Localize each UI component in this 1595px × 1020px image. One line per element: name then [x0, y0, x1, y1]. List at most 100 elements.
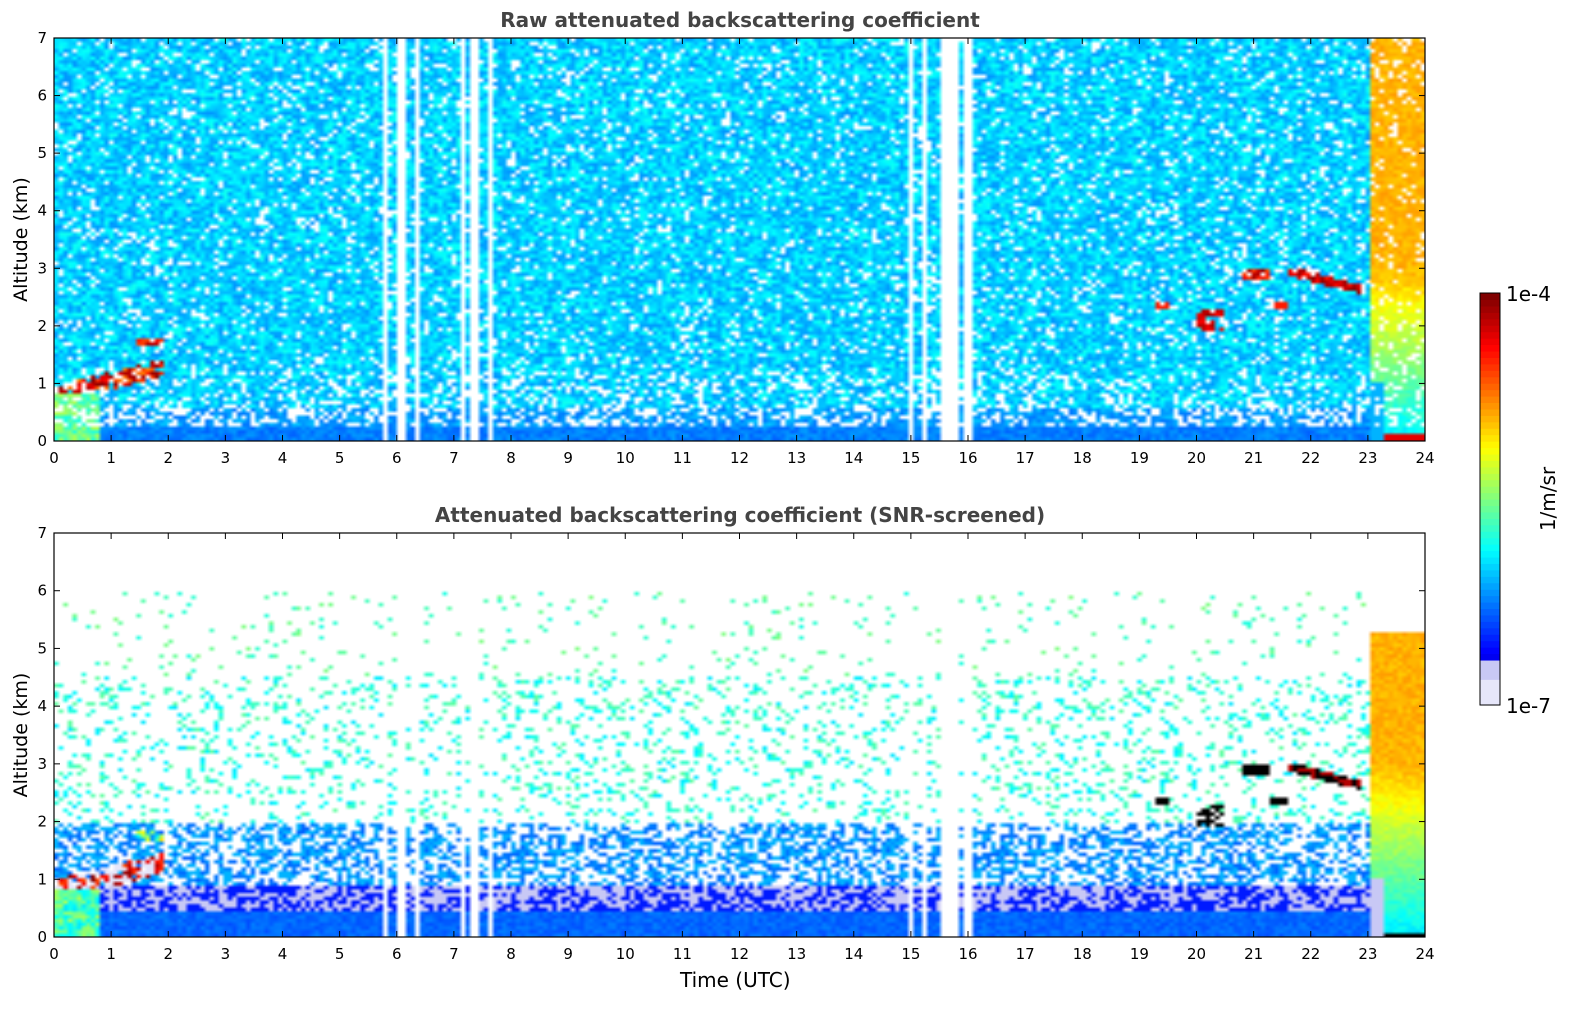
- colorbar-frame: [1479, 292, 1501, 706]
- x-tick-label: 15: [901, 945, 920, 963]
- y-tick-label: 1: [37, 374, 47, 392]
- y-tick-label: 7: [37, 524, 47, 542]
- colorbar-swatch: [1480, 602, 1500, 610]
- x-tick-label: 21: [1244, 945, 1263, 963]
- x-tick-label: 16: [958, 945, 977, 963]
- colorbar-swatch: [1480, 672, 1500, 680]
- x-tick-label: 14: [844, 945, 863, 963]
- x-tick-label: 22: [1301, 449, 1320, 467]
- x-tick-label: 1: [106, 945, 116, 963]
- colorbar-swatch: [1480, 582, 1500, 590]
- y-tick-label: 7: [37, 29, 47, 47]
- colorbar-swatch: [1480, 544, 1500, 552]
- colorbar-swatch: [1480, 634, 1500, 642]
- colorbar-swatch: [1480, 486, 1500, 494]
- x-tick-label: 23: [1358, 449, 1377, 467]
- x-tick-label: 18: [1073, 945, 1092, 963]
- x-tick-label: 10: [616, 945, 635, 963]
- colorbar-swatch: [1480, 479, 1500, 487]
- colorbar-swatch: [1480, 576, 1500, 584]
- colorbar-swatch: [1480, 312, 1500, 320]
- panel-raw: 0 1 2 3 4 5 6 7 8 9 10 11 12 13 14 15 16 17 18 19 20 21 22 23 24…: [10, 29, 1435, 467]
- x-tick-label: 17: [1016, 449, 1035, 467]
- colorbar-swatch: [1480, 293, 1500, 301]
- x-tick-label: 7: [449, 945, 459, 963]
- x-tick-label: 9: [563, 449, 573, 467]
- x-tick-label: 2: [163, 945, 173, 963]
- x-tick-label: 19: [1130, 449, 1149, 467]
- colorbar-swatch: [1480, 370, 1500, 378]
- x-tick-label: 13: [787, 449, 806, 467]
- colorbar-swatch: [1480, 698, 1500, 706]
- x-tick-label: 21: [1244, 449, 1263, 467]
- x-tick-label: 6: [392, 945, 402, 963]
- colorbar-swatch: [1480, 614, 1500, 622]
- bottom-panel-title: Attenuated backscattering coefficient (S…: [434, 503, 1046, 527]
- colorbar-swatch: [1480, 434, 1500, 442]
- colorbar-swatch: [1480, 325, 1500, 333]
- colorbar-swatch: [1480, 550, 1500, 558]
- x-tick-label: 22: [1301, 945, 1320, 963]
- x-tick-label: 4: [278, 449, 288, 467]
- colorbar-swatch: [1480, 563, 1500, 571]
- colorbar-swatch: [1480, 627, 1500, 635]
- colorbar-swatch: [1480, 647, 1500, 655]
- y-tick-label: 5: [37, 639, 47, 657]
- x-tick-label: 10: [616, 449, 635, 467]
- colorbar-swatch: [1480, 402, 1500, 410]
- x-tick-label: 15: [901, 449, 920, 467]
- x-tick-label: 24: [1415, 945, 1434, 963]
- colorbar-swatch: [1480, 415, 1500, 423]
- colorbar-swatch: [1480, 447, 1500, 455]
- x-tick-label: 3: [221, 449, 231, 467]
- colorbar-swatch: [1480, 679, 1500, 687]
- x-tick-label: 20: [1187, 449, 1206, 467]
- colorbar-swatch: [1480, 666, 1500, 674]
- colorbar-swatch: [1480, 408, 1500, 416]
- panel-snr-screened: 0 1 2 3 4 5 6 7 8 9 10 11 12 13 14 15 16 17 18 19 20 21 22 23 24…: [10, 524, 1435, 963]
- x-tick-label: 8: [506, 449, 516, 467]
- colorbar-swatch: [1480, 492, 1500, 500]
- colorbar-swatch: [1480, 299, 1500, 307]
- colorbar-swatch: [1480, 692, 1500, 700]
- top-panel-title: Raw attenuated backscattering coefficien…: [500, 8, 980, 32]
- y-tick-label: 1: [37, 870, 47, 888]
- x-tick-label: 5: [335, 449, 345, 467]
- x-tick-label: 4: [278, 945, 288, 963]
- x-tick-label: 12: [730, 945, 749, 963]
- colorbar-swatch: [1480, 556, 1500, 564]
- colorbar-swatch: [1480, 531, 1500, 539]
- y-tick-label: 4: [37, 202, 47, 220]
- x-tick-label: 0: [49, 449, 59, 467]
- colorbar-swatch: [1480, 344, 1500, 352]
- x-tick-label: 0: [49, 945, 59, 963]
- colorbar-swatch: [1480, 608, 1500, 616]
- x-tick-label: 19: [1130, 945, 1149, 963]
- x-tick-label: 1: [106, 449, 116, 467]
- colorbar-swatch: [1480, 524, 1500, 532]
- x-tick-label: 17: [1016, 945, 1035, 963]
- x-tick-label: 18: [1073, 449, 1092, 467]
- colorbar-swatch: [1480, 659, 1500, 667]
- colorbar-swatch: [1480, 460, 1500, 468]
- colorbar-swatch: [1480, 518, 1500, 526]
- colorbar-swatch: [1480, 305, 1500, 313]
- x-tick-label: 7: [449, 449, 459, 467]
- x-axis-label: Time (UTC): [680, 968, 791, 992]
- colorbar-swatch: [1480, 376, 1500, 384]
- colorbar-swatch: [1480, 537, 1500, 545]
- colorbar-swatch: [1480, 453, 1500, 461]
- y-tick-label: 3: [37, 755, 47, 773]
- x-tick-label: 8: [506, 945, 516, 963]
- colorbar-swatch: [1480, 505, 1500, 513]
- colorbar-swatch: [1480, 357, 1500, 365]
- y-axis-label: Altitude (km): [10, 673, 32, 798]
- colorbar-swatch: [1480, 428, 1500, 436]
- x-tick-label: 16: [958, 449, 977, 467]
- colorbar-swatch: [1480, 331, 1500, 339]
- colorbar-swatch: [1480, 389, 1500, 397]
- colorbar-label: 1/m/sr: [1536, 466, 1560, 531]
- colorbar-swatch: [1480, 595, 1500, 603]
